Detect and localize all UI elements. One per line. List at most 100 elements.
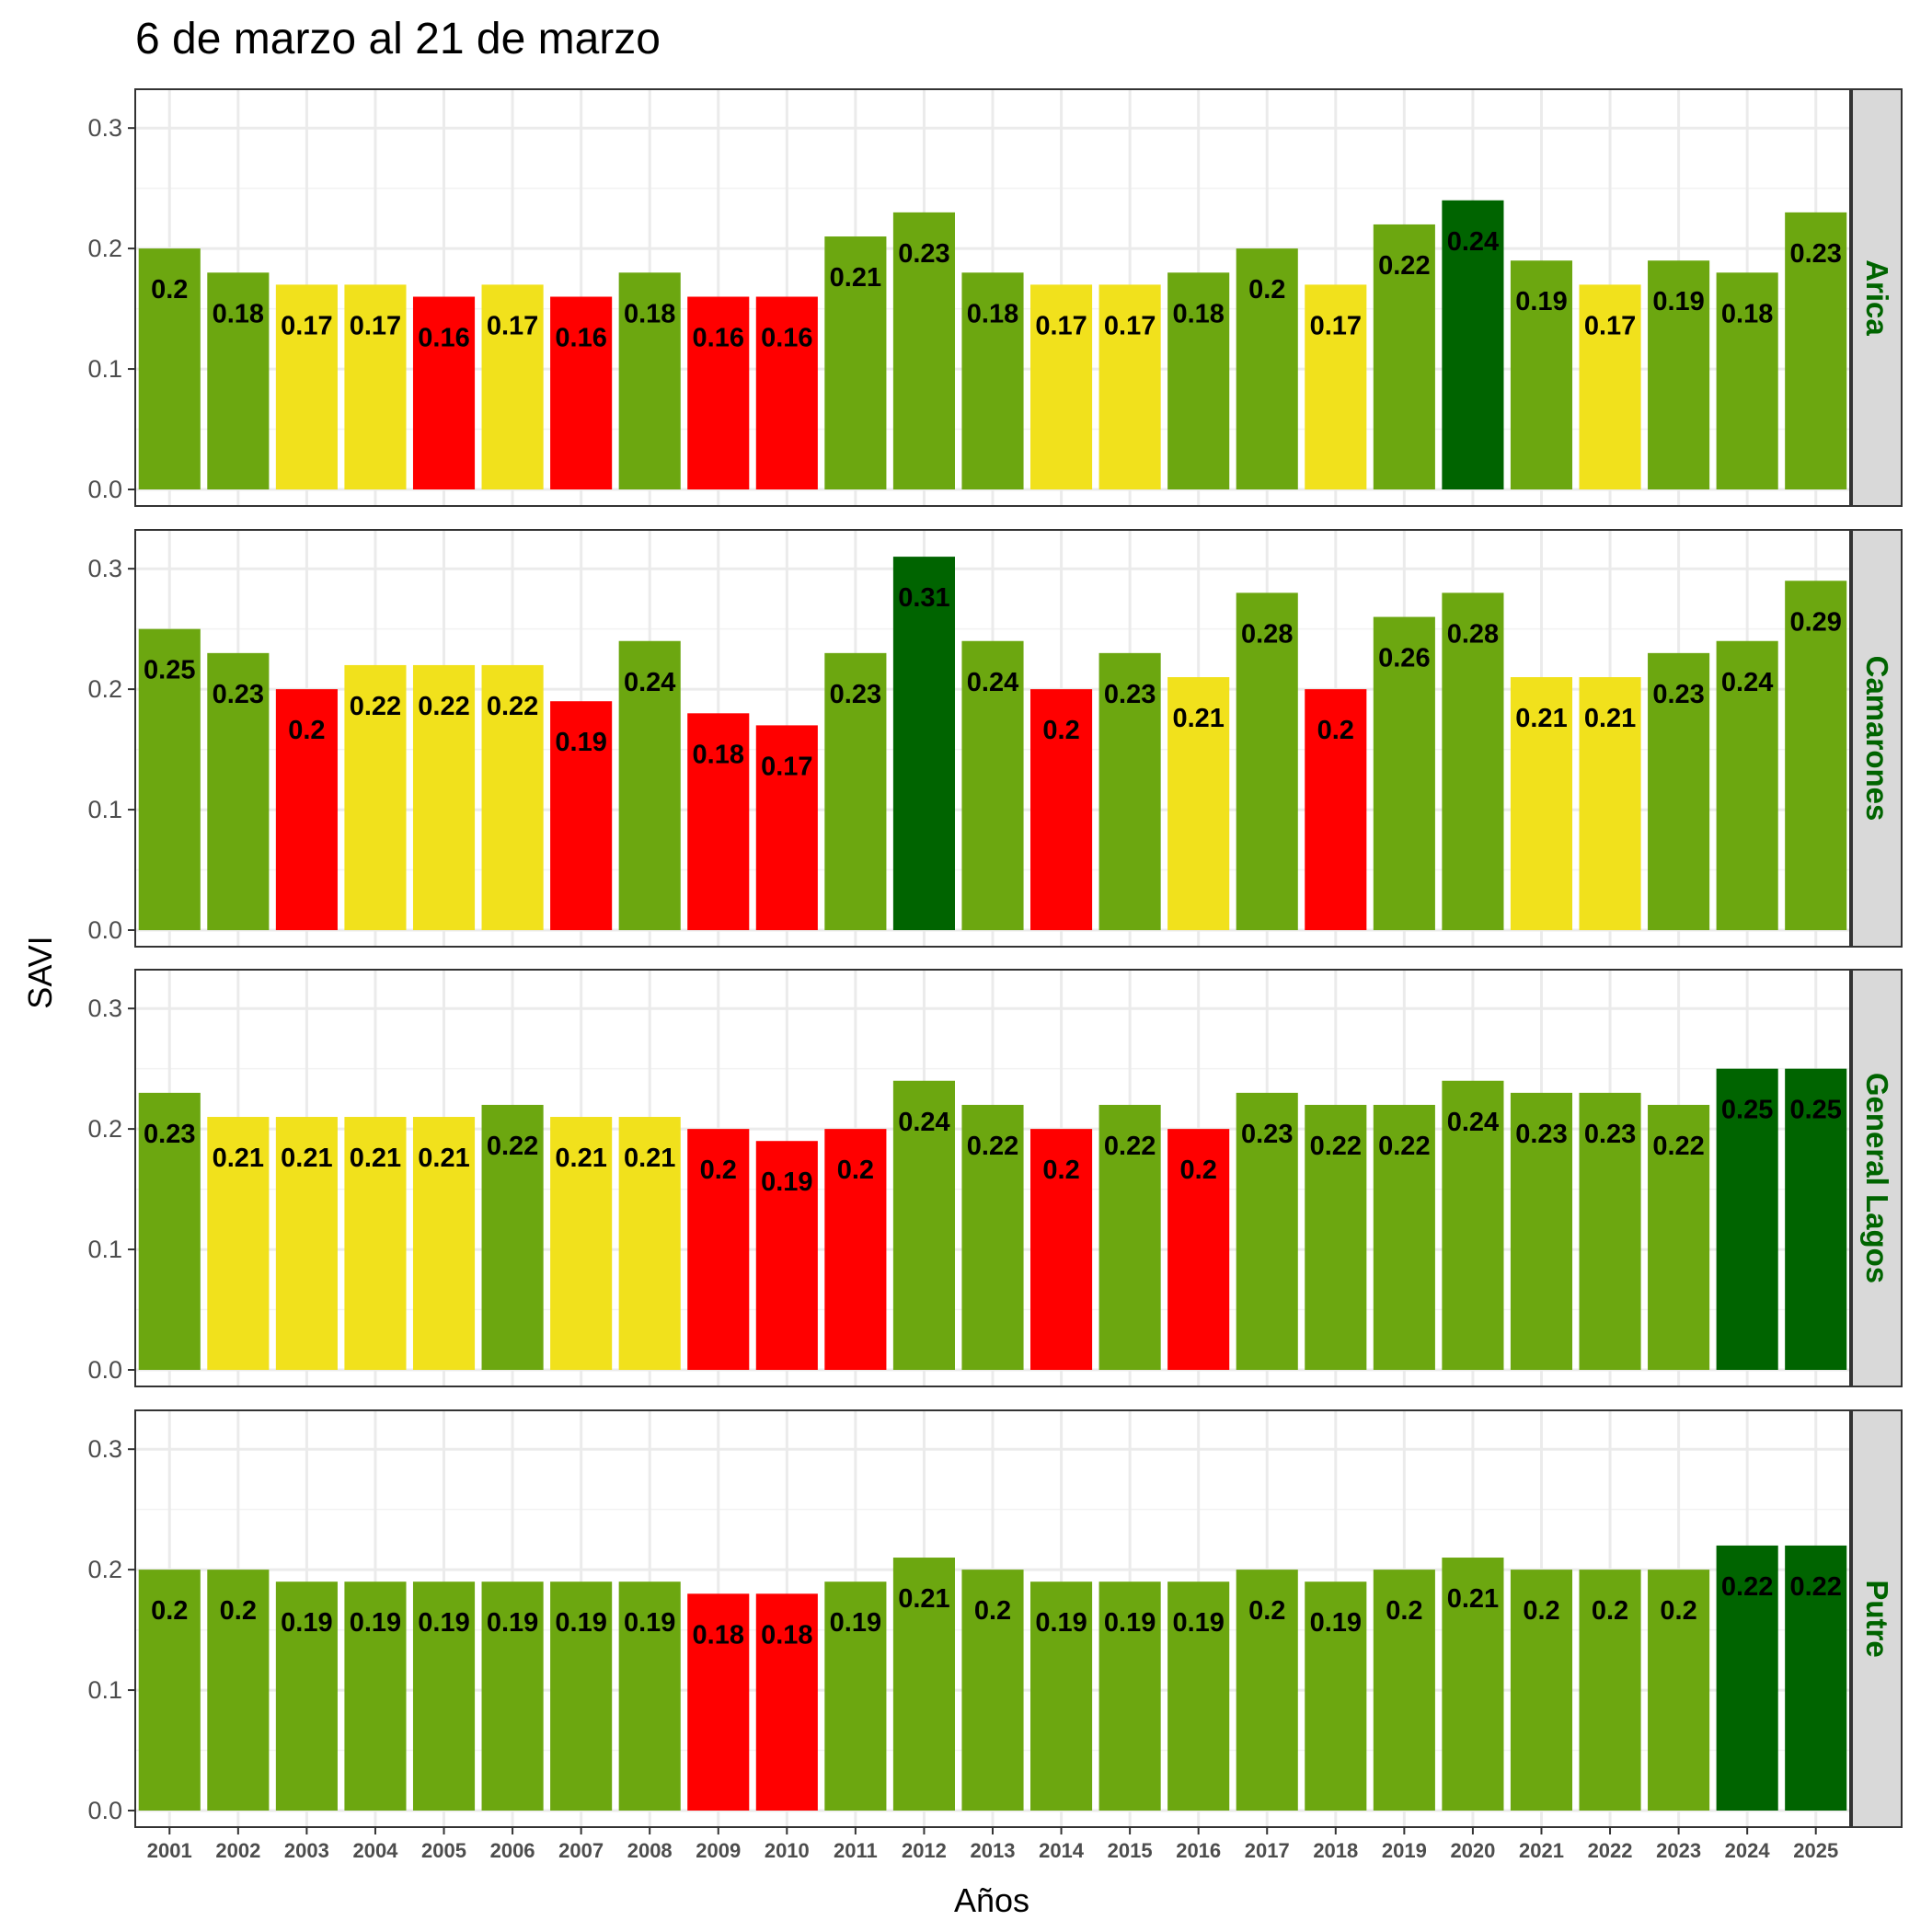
bar-value-label: 0.26 bbox=[1378, 644, 1430, 673]
bar-arica-2019 bbox=[1373, 224, 1435, 489]
bar-value-label: 0.21 bbox=[1584, 704, 1636, 733]
bar-general-lagos-2008 bbox=[618, 1117, 681, 1370]
bar-value-label: 0.16 bbox=[761, 324, 812, 353]
bar-value-label: 0.2 bbox=[1592, 1596, 1628, 1626]
bar-general-lagos-2019 bbox=[1373, 1104, 1435, 1370]
bar-value-label: 0.2 bbox=[220, 1596, 257, 1626]
bar-camarones-2014 bbox=[1030, 689, 1093, 930]
facet-strip-label: Arica bbox=[1860, 259, 1894, 336]
x-tick-label: 2005 bbox=[421, 1839, 466, 1862]
y-tick-label: 0.2 bbox=[87, 1115, 122, 1143]
bar-putre-2009 bbox=[687, 1593, 750, 1811]
bar-camarones-2003 bbox=[275, 689, 338, 930]
bar-value-label: 0.19 bbox=[830, 1608, 881, 1638]
bar-value-label: 0.17 bbox=[1035, 311, 1087, 340]
bar-value-label: 0.23 bbox=[213, 680, 264, 709]
bar-camarones-2010 bbox=[755, 725, 818, 930]
bar-value-label: 0.2 bbox=[1523, 1596, 1559, 1626]
bar-general-lagos-2001 bbox=[138, 1092, 201, 1370]
bar-camarones-2022 bbox=[1579, 677, 1641, 930]
x-tick-label: 2013 bbox=[971, 1839, 1016, 1862]
bar-value-label: 0.21 bbox=[1172, 704, 1224, 733]
bar-general-lagos-2002 bbox=[207, 1117, 270, 1370]
x-tick-label: 2011 bbox=[834, 1839, 878, 1862]
x-axis-title: Años bbox=[954, 1881, 1029, 1919]
bar-putre-2021 bbox=[1510, 1570, 1573, 1811]
bar-camarones-2020 bbox=[1442, 592, 1504, 930]
bar-value-label: 0.22 bbox=[418, 692, 469, 721]
bar-value-label: 0.19 bbox=[1035, 1608, 1087, 1638]
x-tick-label: 2015 bbox=[1108, 1839, 1153, 1862]
y-tick-label: 0.0 bbox=[87, 476, 122, 503]
bar-value-label: 0.24 bbox=[898, 1108, 949, 1137]
bar-value-label: 0.22 bbox=[1378, 251, 1430, 281]
bar-arica-2011 bbox=[824, 236, 887, 489]
x-tick-label: 2009 bbox=[696, 1839, 741, 1862]
bar-value-label: 0.2 bbox=[837, 1156, 874, 1185]
bar-arica-2021 bbox=[1510, 260, 1573, 489]
bar-general-lagos-2013 bbox=[961, 1104, 1024, 1370]
bar-general-lagos-2022 bbox=[1579, 1092, 1641, 1370]
bar-value-label: 0.24 bbox=[1447, 227, 1499, 257]
x-tick-label: 2025 bbox=[1793, 1839, 1838, 1862]
bar-putre-2005 bbox=[412, 1581, 476, 1811]
bar-value-label: 0.21 bbox=[555, 1144, 606, 1173]
bar-putre-2019 bbox=[1373, 1570, 1435, 1811]
x-tick-label: 2007 bbox=[558, 1839, 604, 1862]
bar-general-lagos-2023 bbox=[1648, 1104, 1710, 1370]
bar-arica-2003 bbox=[275, 284, 338, 489]
bar-value-label: 0.18 bbox=[761, 1620, 812, 1650]
bar-camarones-2012 bbox=[892, 557, 955, 930]
x-tick-label: 2022 bbox=[1588, 1839, 1633, 1862]
y-tick-label: 0.2 bbox=[87, 1556, 122, 1583]
chart-title: 6 de marzo al 21 de marzo bbox=[135, 15, 661, 63]
bar-arica-2022 bbox=[1579, 284, 1641, 489]
bar-arica-2010 bbox=[755, 296, 818, 489]
x-axis: 2001 2002 2003 2004 2005 2006 2007 2008 2009 2010… bbox=[147, 1827, 1838, 1862]
bar-putre-2008 bbox=[618, 1581, 681, 1811]
bar-putre-2007 bbox=[550, 1581, 613, 1811]
bar-general-lagos-2016 bbox=[1167, 1129, 1230, 1370]
bar-putre-2010 bbox=[755, 1593, 818, 1811]
bar-value-label: 0.2 bbox=[1248, 1596, 1285, 1626]
x-tick-label: 2024 bbox=[1725, 1839, 1771, 1862]
bar-general-lagos-2018 bbox=[1305, 1104, 1367, 1370]
bar-value-label: 0.21 bbox=[350, 1144, 401, 1173]
bar-value-label: 0.23 bbox=[830, 680, 881, 709]
bar-value-label: 0.18 bbox=[693, 1620, 744, 1650]
bar-value-label: 0.25 bbox=[1789, 1096, 1841, 1125]
bar-value-label: 0.2 bbox=[974, 1596, 1011, 1626]
facet-strip bbox=[1851, 969, 1903, 1387]
bar-camarones-2017 bbox=[1236, 592, 1298, 930]
bar-value-label: 0.23 bbox=[1789, 239, 1841, 269]
bar-value-label: 0.2 bbox=[1248, 275, 1285, 305]
bar-value-label: 0.17 bbox=[1104, 311, 1156, 340]
bar-camarones-2015 bbox=[1098, 652, 1161, 930]
bar-value-label: 0.23 bbox=[1104, 680, 1156, 709]
bar-value-label: 0.24 bbox=[967, 668, 1018, 697]
bar-value-label: 0.29 bbox=[1789, 607, 1841, 637]
bar-value-label: 0.2 bbox=[1386, 1596, 1422, 1626]
bar-value-label: 0.18 bbox=[1172, 299, 1224, 328]
x-tick-label: 2008 bbox=[627, 1839, 673, 1862]
bar-arica-2023 bbox=[1648, 260, 1710, 489]
x-tick-label: 2021 bbox=[1519, 1839, 1564, 1862]
bar-value-label: 0.18 bbox=[213, 299, 264, 328]
y-axis-title: SAVI bbox=[21, 936, 59, 1008]
bar-value-label: 0.16 bbox=[555, 324, 606, 353]
bar-value-label: 0.18 bbox=[1721, 299, 1773, 328]
bar-arica-2013 bbox=[961, 272, 1024, 489]
bar-value-label: 0.17 bbox=[1584, 311, 1636, 340]
bar-value-label: 0.2 bbox=[1042, 716, 1079, 745]
bar-arica-2005 bbox=[412, 296, 476, 489]
bar-value-label: 0.22 bbox=[1310, 1132, 1362, 1161]
bar-value-label: 0.23 bbox=[1241, 1120, 1293, 1149]
bar-value-label: 0.19 bbox=[1652, 287, 1704, 316]
bar-value-label: 0.28 bbox=[1447, 619, 1499, 649]
bar-value-label: 0.17 bbox=[761, 752, 812, 781]
bar-value-label: 0.22 bbox=[967, 1132, 1018, 1161]
facet-strip bbox=[1851, 88, 1903, 507]
y-tick-label: 0.2 bbox=[87, 235, 122, 262]
bar-arica-2017 bbox=[1236, 248, 1298, 489]
